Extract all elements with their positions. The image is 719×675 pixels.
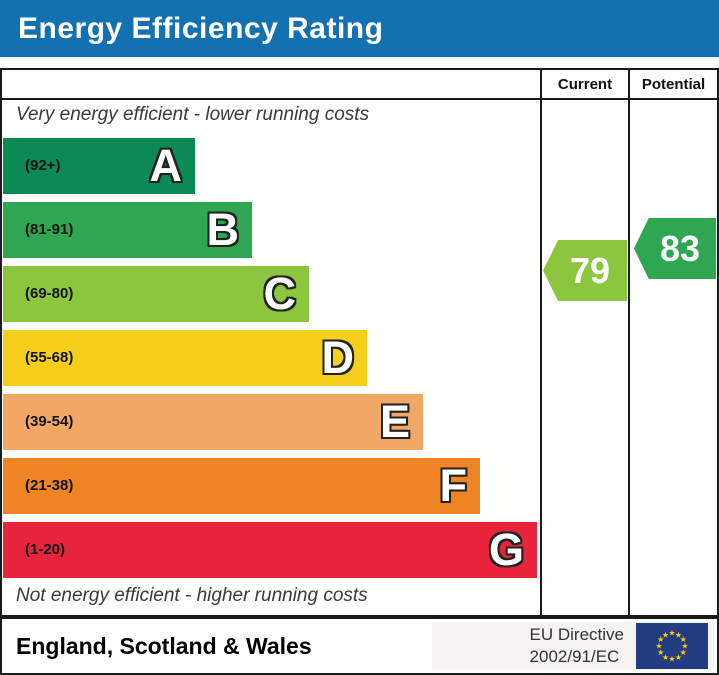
band-b: (81-91) B: [3, 202, 252, 258]
eu-directive-panel: EU Directive 2002/91/EC ★ ★ ★ ★ ★ ★ ★ ★ ★ ★ ★ ★: [432, 622, 714, 670]
band-a-range: (92+): [25, 157, 61, 174]
title-bar: Energy Efficiency Rating: [0, 0, 719, 57]
band-g-letter: G: [488, 524, 524, 575]
svg-text:★: ★: [680, 648, 687, 657]
eu-flag-icon: ★ ★ ★ ★ ★ ★ ★ ★ ★ ★ ★ ★: [636, 623, 708, 669]
band-c-range: (69-80): [25, 285, 74, 302]
current-rating-value: 79: [569, 249, 611, 291]
band-a-letter: A: [149, 140, 183, 191]
band-e-letter: E: [379, 396, 410, 447]
eu-directive-text: EU Directive 2002/91/EC: [530, 624, 624, 668]
band-f-range: (21-38): [25, 477, 74, 494]
svg-text:★: ★: [657, 635, 664, 644]
potential-rating-marker: 83: [634, 218, 716, 279]
band-d: (55-68) D: [3, 330, 367, 386]
band-a: (92+) A: [3, 138, 195, 194]
svg-text:★: ★: [668, 629, 675, 638]
current-rating-marker: 79: [543, 240, 627, 301]
band-g: (1-20) G: [3, 522, 537, 578]
band-c: (69-80) C: [3, 266, 309, 322]
band-b-range: (81-91): [25, 221, 74, 238]
band-c-letter: C: [263, 268, 297, 319]
current-column-header: Current: [557, 75, 613, 93]
svg-text:★: ★: [662, 653, 669, 662]
svg-text:★: ★: [657, 648, 664, 657]
svg-text:★: ★: [680, 635, 687, 644]
potential-column-header: Potential: [641, 75, 706, 93]
svg-text:★: ★: [668, 655, 675, 664]
band-f: (21-38) F: [3, 458, 480, 514]
page-title: Energy Efficiency Rating: [18, 11, 384, 45]
top-note: Very energy efficient - lower running co…: [16, 104, 370, 125]
band-e-range: (39-54): [25, 413, 74, 430]
region-label: England, Scotland & Wales: [16, 633, 312, 659]
column-divider-potential: [628, 70, 630, 615]
svg-text:★: ★: [681, 642, 688, 651]
eu-directive-line1: EU Directive: [529, 624, 624, 644]
column-divider-current: [540, 70, 542, 615]
band-e: (39-54) E: [3, 394, 423, 450]
band-f-letter: F: [439, 460, 468, 511]
band-d-letter: D: [321, 332, 355, 383]
svg-text:★: ★: [675, 653, 682, 662]
header-row-divider: [2, 98, 717, 100]
band-g-range: (1-20): [25, 541, 66, 558]
svg-text:★: ★: [662, 630, 669, 639]
bottom-note: Not energy efficient - higher running co…: [16, 585, 368, 606]
band-b-letter: B: [206, 204, 240, 255]
eu-directive-line2: 2002/91/EC: [529, 647, 620, 666]
potential-rating-value: 83: [659, 227, 701, 269]
svg-text:★: ★: [675, 630, 682, 639]
svg-text:★: ★: [655, 642, 662, 651]
band-d-range: (55-68): [25, 349, 74, 366]
footer-bar: England, Scotland & Wales EU Directive 2…: [0, 617, 719, 675]
